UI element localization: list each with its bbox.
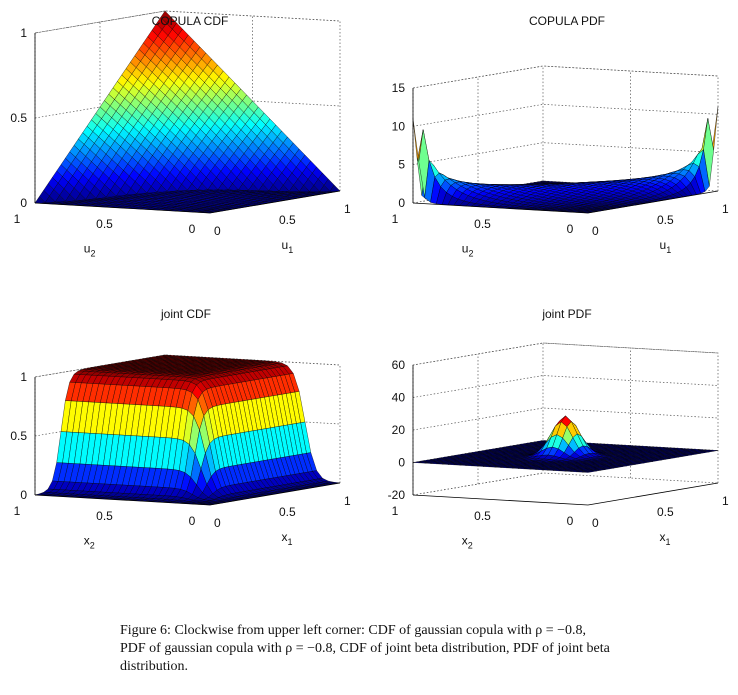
y-axis — [412, 202, 589, 214]
x-axis-label-subscript: 1 — [288, 245, 293, 255]
x-tick-label: 0.5 — [657, 213, 674, 227]
z-tick-label: 1 — [20, 370, 27, 384]
z-tick-label: 0 — [398, 196, 405, 210]
y-axis-label: x2 — [84, 534, 95, 551]
y-axis-label-subscript: 2 — [90, 249, 95, 259]
x-axis-label-subscript: 1 — [666, 537, 671, 547]
z-tick-label: 60 — [392, 358, 406, 372]
surface-patch — [582, 471, 593, 473]
z-tick-label: 20 — [392, 423, 406, 437]
figure-caption: Figure 6: Clockwise from upper left corn… — [120, 623, 610, 674]
x-tick-label: 1 — [722, 202, 729, 216]
surface — [412, 106, 719, 214]
z-grid-line — [412, 103, 719, 127]
x-tick-label: 0.5 — [279, 505, 296, 519]
panel-title: joint CDF — [160, 307, 211, 321]
y-axis-label: u2 — [84, 242, 96, 259]
z-tick-label: 5 — [398, 158, 405, 172]
z-grid-line — [412, 65, 719, 89]
y-tick-label: 0.5 — [96, 509, 113, 523]
panel-title: COPULA CDF — [152, 14, 229, 28]
x-axis — [209, 482, 341, 506]
y-tick-label: 0 — [189, 222, 196, 236]
back-wall-frame — [412, 342, 544, 495]
x-axis-label-subscript: 1 — [288, 537, 293, 547]
z-tick-label: 0.5 — [10, 429, 27, 443]
z-grid-line — [412, 472, 719, 496]
x-tick-label: 1 — [344, 202, 351, 216]
y-tick-label: 1 — [392, 504, 399, 518]
z-tick-label: -20 — [388, 488, 406, 502]
z-grid-line — [412, 342, 719, 366]
x-axis-label: x1 — [660, 530, 671, 547]
x-tick-label: 0.5 — [657, 505, 674, 519]
y-axis-label-subscript: 2 — [468, 541, 473, 551]
z-tick-label: 1 — [20, 26, 27, 40]
y-axis — [412, 494, 589, 506]
x-tick-label: 0.5 — [279, 213, 296, 227]
side-wall-frame — [164, 10, 341, 191]
y-tick-label: 0 — [189, 514, 196, 528]
panel-title: COPULA PDF — [529, 14, 605, 28]
y-axis-label-subscript: 2 — [90, 541, 95, 551]
y-tick-label: 0 — [567, 222, 574, 236]
x-axis-label: u1 — [660, 238, 672, 255]
y-tick-label: 1 — [392, 212, 399, 226]
y-axis — [34, 202, 211, 214]
y-axis-label: u2 — [462, 242, 474, 259]
z-tick-label: 0 — [398, 456, 405, 470]
y-axis-label-subscript: 2 — [468, 249, 473, 259]
surface — [34, 354, 341, 506]
z-tick-label: 0 — [20, 488, 27, 502]
z-grid-line — [412, 142, 719, 166]
x-axis-label-subscript: 1 — [666, 245, 671, 255]
surface — [34, 10, 341, 214]
x-tick-label: 0 — [214, 224, 221, 238]
x-axis — [587, 482, 719, 506]
y-tick-label: 0 — [567, 514, 574, 528]
z-grid-line — [34, 95, 341, 119]
y-axis — [34, 494, 211, 506]
y-tick-label: 0.5 — [96, 217, 113, 231]
z-grid-line — [34, 354, 341, 378]
x-tick-label: 0 — [592, 516, 599, 530]
y-tick-label: 0.5 — [474, 217, 491, 231]
x-axis — [587, 190, 719, 214]
z-grid-line — [412, 407, 719, 431]
y-tick-label: 1 — [14, 212, 21, 226]
y-tick-label: 1 — [14, 504, 21, 518]
side-wall-frame — [542, 342, 719, 483]
x-tick-label: 0 — [592, 224, 599, 238]
z-grid-line — [412, 375, 719, 398]
z-tick-label: 0.5 — [10, 111, 27, 125]
x-axis — [209, 190, 341, 214]
y-axis-label: x2 — [462, 534, 473, 551]
x-tick-label: 0 — [214, 516, 221, 530]
joint-pdf-panel: 0 0.5 1 0 0.5 1 -20 0 20 40 60 x1 x2 joint PDF — [388, 307, 729, 551]
y-tick-label: 0.5 — [474, 509, 491, 523]
z-tick-label: 0 — [20, 196, 27, 210]
panel-title: joint PDF — [541, 307, 591, 321]
x-axis-label: u1 — [282, 238, 294, 255]
z-tick-label: 15 — [392, 81, 406, 95]
x-axis-label: x1 — [282, 530, 293, 547]
x-tick-label: 1 — [344, 494, 351, 508]
z-grid-line — [34, 10, 341, 34]
z-tick-label: 40 — [392, 391, 406, 405]
surface — [412, 415, 719, 473]
z-tick-label: 10 — [392, 119, 406, 133]
x-tick-label: 1 — [722, 494, 729, 508]
